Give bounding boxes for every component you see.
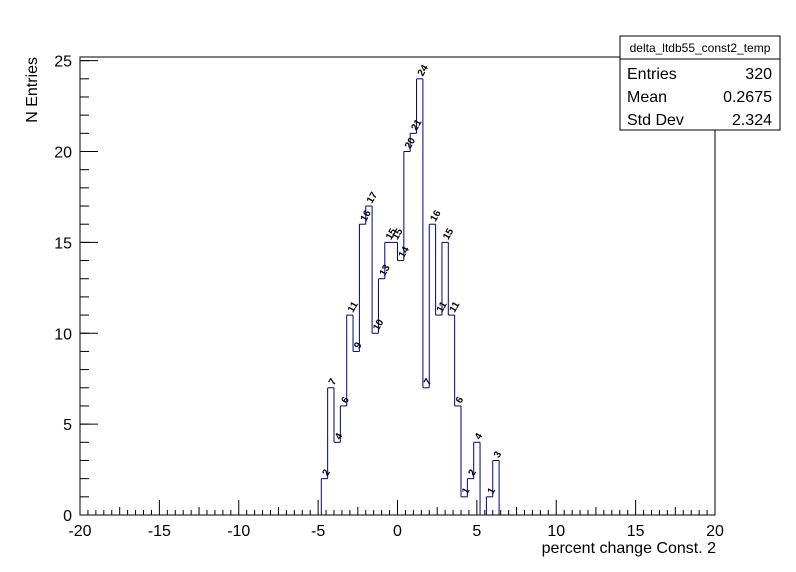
bin-label: 1 — [486, 486, 499, 497]
bin-label: 21 — [409, 117, 424, 133]
stats-title: delta_ltdb55_const2_temp — [630, 41, 771, 55]
stats-label: Std Dev — [627, 112, 684, 129]
stats-label: Entries — [627, 66, 677, 83]
bin-label: 4 — [333, 431, 346, 442]
bin-label: 11 — [448, 300, 463, 315]
bin-label: 4 — [473, 431, 486, 442]
bin-label: 6 — [340, 395, 353, 406]
x-tick-label: -15 — [148, 523, 171, 540]
stats-value: 320 — [745, 66, 772, 83]
bin-label: 15 — [390, 226, 405, 242]
x-tick-label: -10 — [227, 523, 250, 540]
x-tick-label: 20 — [706, 523, 724, 540]
y-tick-label: 5 — [63, 417, 72, 434]
stats-value: 0.2675 — [723, 89, 772, 106]
x-tick-label: 0 — [393, 523, 402, 540]
bin-label: 11 — [346, 300, 361, 315]
x-tick-label: -20 — [68, 523, 91, 540]
bin-label: 2 — [321, 467, 334, 478]
y-axis-label: N Entries — [24, 57, 41, 123]
x-tick-label: -5 — [311, 523, 325, 540]
bin-label: 3 — [492, 449, 505, 460]
bin-label: 24 — [416, 63, 431, 79]
bin-label: 7 — [327, 377, 340, 388]
x-axis-label: percent change Const. 2 — [542, 540, 716, 557]
bin-label: 16 — [359, 208, 374, 224]
bin-label: 9 — [352, 340, 365, 351]
x-tick-label: 5 — [472, 523, 481, 540]
y-tick-label: 15 — [54, 235, 72, 252]
bin-label: 10 — [371, 317, 386, 333]
x-tick-label: 10 — [547, 523, 565, 540]
bin-label: 15 — [384, 226, 399, 242]
bin-label: 14 — [397, 245, 412, 261]
bin-label: 13 — [378, 263, 393, 279]
bin-label: 16 — [428, 208, 443, 224]
stats-value: 2.324 — [732, 112, 772, 129]
stats-frame — [619, 35, 781, 131]
bin-label: 15 — [441, 226, 456, 242]
bin-label: 20 — [403, 135, 418, 151]
y-tick-label: 0 — [63, 508, 72, 525]
stats-label: Mean — [627, 89, 667, 106]
bin-label: 1 — [460, 486, 473, 497]
y-tick-label: 10 — [54, 326, 72, 343]
x-tick-label: 15 — [627, 523, 645, 540]
stats-box: delta_ltdb55_const2_temp Entries 320 Mea… — [619, 35, 781, 131]
y-tick-label: 25 — [54, 54, 72, 71]
bin-label: 6 — [454, 395, 467, 406]
bin-label: 17 — [365, 190, 380, 206]
bin-label: 2 — [467, 467, 480, 478]
y-tick-label: 20 — [54, 145, 72, 162]
bin-label: 7 — [422, 377, 435, 388]
